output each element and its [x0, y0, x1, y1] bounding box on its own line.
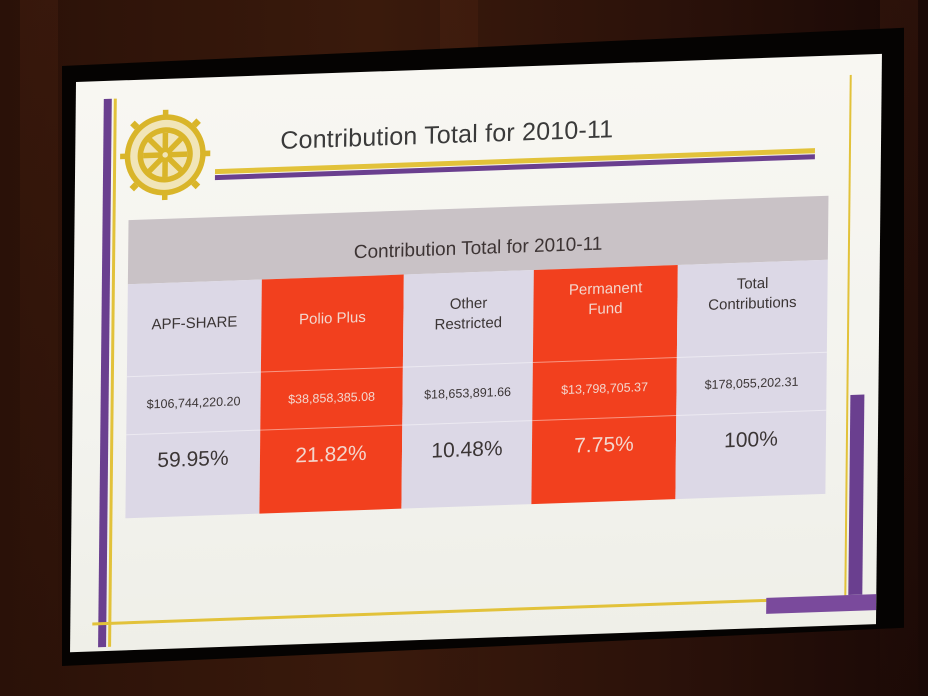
row-divider [676, 409, 827, 417]
column-header: Permanent Fund [533, 277, 677, 322]
percent-cell: 7.75% [574, 432, 634, 458]
column-polio-plus: Polio Plus $38,858,385.08 21.82% [259, 274, 404, 514]
percent-cell: 21.82% [295, 441, 367, 468]
slide-title: Contribution Total for 2010-11 [280, 115, 614, 155]
right-purple-stripe [848, 394, 865, 596]
row-divider [532, 415, 677, 422]
amount-cell: $13,798,705.37 [561, 380, 649, 398]
column-header-line: Fund [588, 299, 623, 319]
wall-panel [20, 0, 58, 696]
row-divider [676, 351, 827, 359]
amount-cell: $18,653,891.66 [424, 384, 512, 402]
amount-cell: $106,744,220.20 [146, 394, 241, 412]
column-permanent-fund: Permanent Fund $13,798,705.37 7.75% [531, 264, 678, 505]
percent-cell: 100% [723, 427, 778, 453]
column-header: Total Contributions [677, 272, 827, 317]
column-header: APF-SHARE [151, 313, 238, 334]
column-header-line: Restricted [434, 314, 503, 334]
row-divider [260, 424, 403, 431]
bottom-purple-block [766, 594, 877, 614]
row-divider [260, 366, 403, 373]
bottom-gold-rule [92, 597, 813, 626]
row-divider [402, 362, 533, 368]
column-apf-share: APF-SHARE $106,744,220.20 59.95% [125, 279, 262, 519]
row-divider [402, 420, 533, 426]
column-header: Other Restricted [403, 292, 533, 337]
row-divider [532, 357, 677, 364]
amount-cell: $178,055,202.31 [704, 374, 799, 393]
amount-cell: $38,858,385.08 [288, 389, 376, 407]
column-other-restricted: Other Restricted $18,653,891.66 10.48% [401, 270, 534, 509]
contribution-table: Contribution Total for 2010-11 APF-SHARE… [125, 195, 829, 519]
row-divider [126, 371, 261, 378]
rotary-international-wheel-icon [120, 109, 211, 201]
percent-cell: 59.95% [157, 446, 229, 473]
column-header-line: Contributions [708, 293, 797, 314]
column-header: Polio Plus [298, 308, 366, 329]
percent-cell: 10.48% [431, 437, 503, 463]
projected-slide: Contribution Total for 2010-11 Contribut… [70, 53, 882, 653]
row-divider [126, 429, 261, 436]
column-total-contributions: Total Contributions $178,055,202.31 100% [675, 259, 828, 500]
